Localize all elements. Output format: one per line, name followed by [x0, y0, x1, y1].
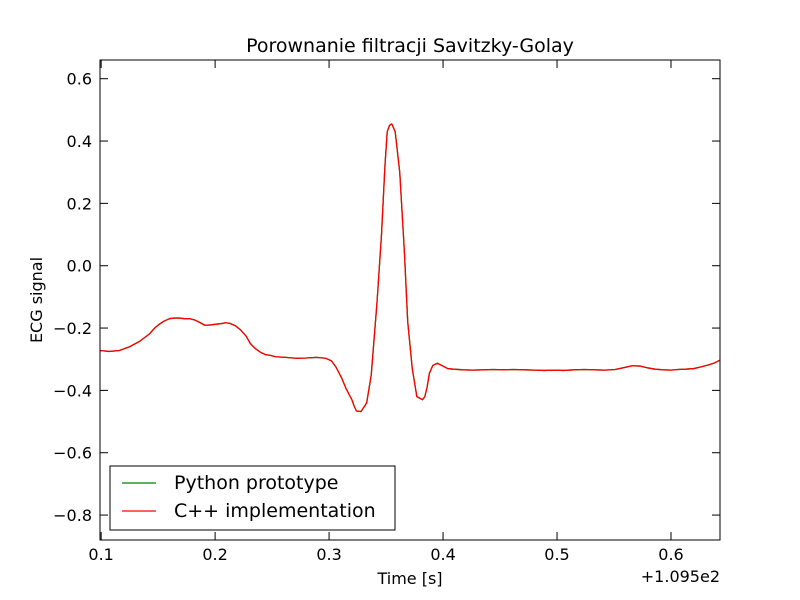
chart-title: Porownanie filtracji Savitzky-Golay — [246, 35, 574, 57]
x-tick-label: 0.1 — [88, 545, 113, 564]
series-line-cpp-implementation — [99, 123, 721, 413]
y-axis-label: ECG signal — [27, 257, 46, 343]
y-tick-label: 0.6 — [67, 70, 92, 89]
x-tick-label: 0.4 — [430, 545, 455, 564]
legend-box — [109, 465, 396, 531]
legend-label-python: Python prototype — [174, 472, 339, 494]
y-tick-label: −0.6 — [53, 444, 92, 463]
y-tick-label: −0.4 — [53, 381, 92, 400]
x-tick-label: 0.5 — [544, 545, 569, 564]
x-tick-label: 0.2 — [202, 545, 227, 564]
x-axis: 0.1 0.2 0.3 0.4 0.5 0.6 — [88, 60, 684, 564]
y-tick-label: −0.8 — [53, 506, 92, 525]
y-tick-label: 0.2 — [67, 194, 92, 213]
y-tick-label: 0.4 — [67, 132, 92, 151]
y-axis: 0.6 0.4 0.2 0.0 −0.2 −0.4 −0.6 −0.8 — [53, 70, 720, 525]
legend: Python prototype C++ implementation — [109, 465, 396, 531]
y-tick-label: −0.2 — [53, 319, 92, 338]
plot-area-frame — [99, 59, 721, 541]
x-tick-label: 0.6 — [658, 545, 683, 564]
y-tick-label: 0.0 — [67, 257, 92, 276]
legend-label-cpp: C++ implementation — [174, 500, 376, 522]
x-axis-offset-label: +1.095e2 — [641, 567, 720, 586]
series-layer — [99, 123, 721, 413]
x-tick-label: 0.3 — [316, 545, 341, 564]
x-axis-label: Time [s] — [376, 569, 442, 588]
